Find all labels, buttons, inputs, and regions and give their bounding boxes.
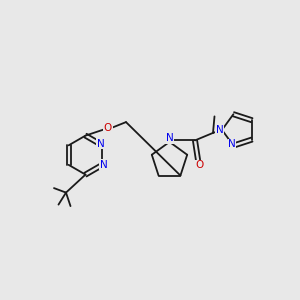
Text: O: O — [195, 160, 204, 170]
Text: N: N — [100, 160, 108, 170]
Text: N: N — [97, 139, 105, 149]
Text: N: N — [166, 133, 173, 143]
Text: N: N — [228, 139, 236, 149]
Text: N: N — [216, 125, 224, 135]
Text: O: O — [104, 123, 112, 133]
